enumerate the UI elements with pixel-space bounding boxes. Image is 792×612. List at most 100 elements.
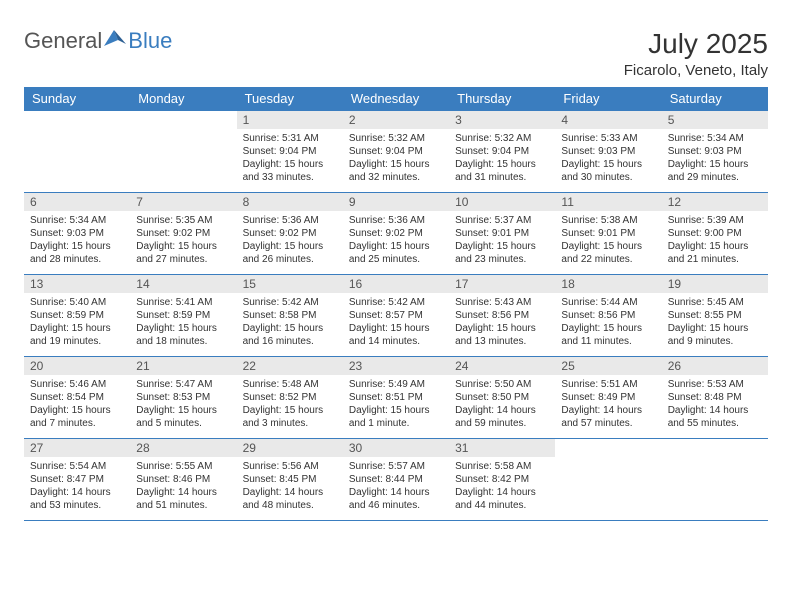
- daylight-line: Daylight: 15 hours and 33 minutes.: [243, 158, 337, 184]
- day-body: Sunrise: 5:44 AMSunset: 8:56 PMDaylight:…: [555, 293, 661, 356]
- header: General Blue July 2025 Ficarolo, Veneto,…: [24, 28, 768, 79]
- sunset-line: Sunset: 9:03 PM: [561, 145, 655, 158]
- day-body: Sunrise: 5:41 AMSunset: 8:59 PMDaylight:…: [130, 293, 236, 356]
- daylight-line: Daylight: 15 hours and 3 minutes.: [243, 404, 337, 430]
- daylight-line: Daylight: 15 hours and 22 minutes.: [561, 240, 655, 266]
- day-number: 7: [130, 193, 236, 211]
- sunset-line: Sunset: 8:59 PM: [136, 309, 230, 322]
- sunset-line: Sunset: 8:45 PM: [243, 473, 337, 486]
- day-body: Sunrise: 5:50 AMSunset: 8:50 PMDaylight:…: [449, 375, 555, 438]
- day-body: Sunrise: 5:42 AMSunset: 8:58 PMDaylight:…: [237, 293, 343, 356]
- day-body: Sunrise: 5:34 AMSunset: 9:03 PMDaylight:…: [662, 129, 768, 192]
- sunset-line: Sunset: 9:01 PM: [561, 227, 655, 240]
- daylight-line: Daylight: 15 hours and 31 minutes.: [455, 158, 549, 184]
- day-number: 8: [237, 193, 343, 211]
- calendar-cell: 28Sunrise: 5:55 AMSunset: 8:46 PMDayligh…: [130, 439, 236, 521]
- daylight-line: Daylight: 15 hours and 7 minutes.: [30, 404, 124, 430]
- day-number: 3: [449, 111, 555, 129]
- sunrise-line: Sunrise: 5:54 AM: [30, 460, 124, 473]
- sunrise-line: Sunrise: 5:38 AM: [561, 214, 655, 227]
- day-number: 1: [237, 111, 343, 129]
- calendar-cell: 16Sunrise: 5:42 AMSunset: 8:57 PMDayligh…: [343, 275, 449, 357]
- daylight-line: Daylight: 15 hours and 28 minutes.: [30, 240, 124, 266]
- day-number: 14: [130, 275, 236, 293]
- sunrise-line: Sunrise: 5:49 AM: [349, 378, 443, 391]
- day-number: 29: [237, 439, 343, 457]
- sunset-line: Sunset: 9:04 PM: [455, 145, 549, 158]
- calendar-cell: 22Sunrise: 5:48 AMSunset: 8:52 PMDayligh…: [237, 357, 343, 439]
- day-body: [662, 457, 768, 515]
- daylight-line: Daylight: 14 hours and 51 minutes.: [136, 486, 230, 512]
- sunset-line: Sunset: 9:04 PM: [349, 145, 443, 158]
- day-body: Sunrise: 5:49 AMSunset: 8:51 PMDaylight:…: [343, 375, 449, 438]
- calendar-cell: 27Sunrise: 5:54 AMSunset: 8:47 PMDayligh…: [24, 439, 130, 521]
- calendar-cell: 2Sunrise: 5:32 AMSunset: 9:04 PMDaylight…: [343, 111, 449, 193]
- day-number: 23: [343, 357, 449, 375]
- sunset-line: Sunset: 9:02 PM: [136, 227, 230, 240]
- daylight-line: Daylight: 14 hours and 46 minutes.: [349, 486, 443, 512]
- logo-text-blue: Blue: [128, 28, 172, 54]
- day-body: Sunrise: 5:39 AMSunset: 9:00 PMDaylight:…: [662, 211, 768, 274]
- day-number: 31: [449, 439, 555, 457]
- calendar-cell: 7Sunrise: 5:35 AMSunset: 9:02 PMDaylight…: [130, 193, 236, 275]
- day-number: [24, 111, 130, 129]
- day-number: 16: [343, 275, 449, 293]
- sunrise-line: Sunrise: 5:42 AM: [349, 296, 443, 309]
- sunset-line: Sunset: 8:49 PM: [561, 391, 655, 404]
- calendar-cell: 15Sunrise: 5:42 AMSunset: 8:58 PMDayligh…: [237, 275, 343, 357]
- sunrise-line: Sunrise: 5:34 AM: [30, 214, 124, 227]
- sunset-line: Sunset: 8:50 PM: [455, 391, 549, 404]
- sunrise-line: Sunrise: 5:37 AM: [455, 214, 549, 227]
- calendar-cell: 23Sunrise: 5:49 AMSunset: 8:51 PMDayligh…: [343, 357, 449, 439]
- daylight-line: Daylight: 14 hours and 48 minutes.: [243, 486, 337, 512]
- daylight-line: Daylight: 15 hours and 21 minutes.: [668, 240, 762, 266]
- calendar-cell: 12Sunrise: 5:39 AMSunset: 9:00 PMDayligh…: [662, 193, 768, 275]
- sunset-line: Sunset: 8:59 PM: [30, 309, 124, 322]
- sunset-line: Sunset: 8:56 PM: [455, 309, 549, 322]
- sunset-line: Sunset: 8:54 PM: [30, 391, 124, 404]
- day-body: Sunrise: 5:56 AMSunset: 8:45 PMDaylight:…: [237, 457, 343, 520]
- day-number: 19: [662, 275, 768, 293]
- daylight-line: Daylight: 15 hours and 23 minutes.: [455, 240, 549, 266]
- day-body: Sunrise: 5:51 AMSunset: 8:49 PMDaylight:…: [555, 375, 661, 438]
- day-body: Sunrise: 5:38 AMSunset: 9:01 PMDaylight:…: [555, 211, 661, 274]
- sunset-line: Sunset: 8:44 PM: [349, 473, 443, 486]
- daylight-line: Daylight: 15 hours and 1 minute.: [349, 404, 443, 430]
- sunset-line: Sunset: 9:03 PM: [30, 227, 124, 240]
- day-number: 21: [130, 357, 236, 375]
- calendar-week-row: 13Sunrise: 5:40 AMSunset: 8:59 PMDayligh…: [24, 275, 768, 357]
- daylight-line: Daylight: 14 hours and 44 minutes.: [455, 486, 549, 512]
- sunrise-line: Sunrise: 5:45 AM: [668, 296, 762, 309]
- sunrise-line: Sunrise: 5:50 AM: [455, 378, 549, 391]
- sunrise-line: Sunrise: 5:35 AM: [136, 214, 230, 227]
- calendar-week-row: 27Sunrise: 5:54 AMSunset: 8:47 PMDayligh…: [24, 439, 768, 521]
- sunset-line: Sunset: 8:55 PM: [668, 309, 762, 322]
- daylight-line: Daylight: 14 hours and 55 minutes.: [668, 404, 762, 430]
- day-number: 26: [662, 357, 768, 375]
- calendar-cell: 31Sunrise: 5:58 AMSunset: 8:42 PMDayligh…: [449, 439, 555, 521]
- daylight-line: Daylight: 15 hours and 32 minutes.: [349, 158, 443, 184]
- sunrise-line: Sunrise: 5:36 AM: [243, 214, 337, 227]
- day-body: [130, 129, 236, 187]
- sunrise-line: Sunrise: 5:47 AM: [136, 378, 230, 391]
- day-body: Sunrise: 5:36 AMSunset: 9:02 PMDaylight:…: [343, 211, 449, 274]
- calendar-cell: 20Sunrise: 5:46 AMSunset: 8:54 PMDayligh…: [24, 357, 130, 439]
- calendar-cell: 25Sunrise: 5:51 AMSunset: 8:49 PMDayligh…: [555, 357, 661, 439]
- day-body: Sunrise: 5:58 AMSunset: 8:42 PMDaylight:…: [449, 457, 555, 520]
- calendar-cell: 18Sunrise: 5:44 AMSunset: 8:56 PMDayligh…: [555, 275, 661, 357]
- calendar-cell: [662, 439, 768, 521]
- daylight-line: Daylight: 15 hours and 16 minutes.: [243, 322, 337, 348]
- day-body: Sunrise: 5:31 AMSunset: 9:04 PMDaylight:…: [237, 129, 343, 192]
- calendar-cell: 24Sunrise: 5:50 AMSunset: 8:50 PMDayligh…: [449, 357, 555, 439]
- daylight-line: Daylight: 14 hours and 53 minutes.: [30, 486, 124, 512]
- sunset-line: Sunset: 9:02 PM: [243, 227, 337, 240]
- day-number: 18: [555, 275, 661, 293]
- sunrise-line: Sunrise: 5:36 AM: [349, 214, 443, 227]
- sunrise-line: Sunrise: 5:32 AM: [455, 132, 549, 145]
- day-number: 10: [449, 193, 555, 211]
- sunrise-line: Sunrise: 5:48 AM: [243, 378, 337, 391]
- sunrise-line: Sunrise: 5:55 AM: [136, 460, 230, 473]
- day-number: 11: [555, 193, 661, 211]
- day-number: 9: [343, 193, 449, 211]
- day-header: Friday: [555, 87, 661, 111]
